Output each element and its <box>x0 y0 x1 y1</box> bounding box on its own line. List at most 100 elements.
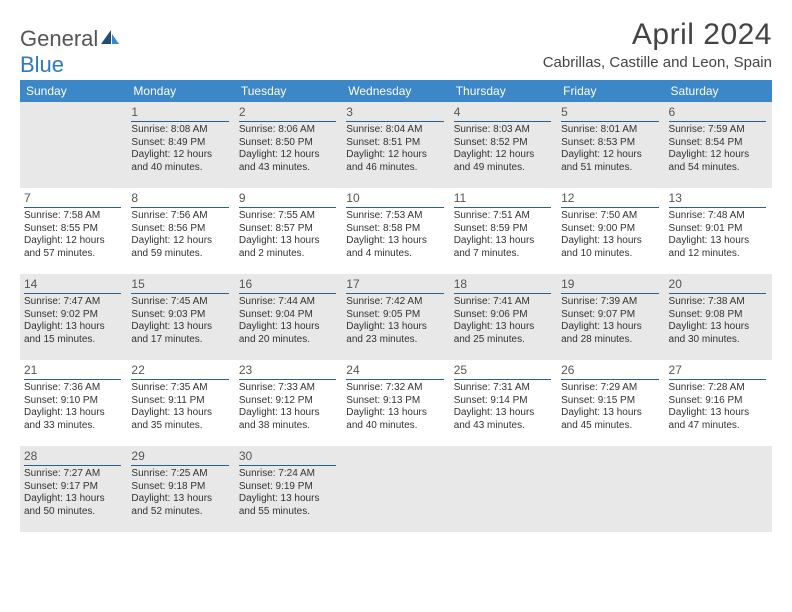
calendar-cell: 22Sunrise: 7:35 AMSunset: 9:11 PMDayligh… <box>127 360 234 446</box>
page-title: April 2024 <box>543 18 772 52</box>
calendar-cell: 15Sunrise: 7:45 AMSunset: 9:03 PMDayligh… <box>127 274 234 360</box>
daylight-line: Daylight: 12 hours and 43 minutes. <box>239 149 336 174</box>
day-number: 9 <box>239 188 336 208</box>
daylight-line: Daylight: 13 hours and 47 minutes. <box>669 407 766 432</box>
day-number: 19 <box>561 274 658 294</box>
day-number: 16 <box>239 274 336 294</box>
calendar-cell: 17Sunrise: 7:42 AMSunset: 9:05 PMDayligh… <box>342 274 449 360</box>
calendar-cell: 21Sunrise: 7:36 AMSunset: 9:10 PMDayligh… <box>20 360 127 446</box>
sunset-line: Sunset: 8:53 PM <box>561 137 658 150</box>
sunset-line: Sunset: 9:15 PM <box>561 395 658 408</box>
calendar-cell <box>557 446 664 532</box>
calendar-cell: 18Sunrise: 7:41 AMSunset: 9:06 PMDayligh… <box>450 274 557 360</box>
calendar-body: 1Sunrise: 8:08 AMSunset: 8:49 PMDaylight… <box>20 102 772 532</box>
day-number: 1 <box>131 102 228 122</box>
calendar-week: 14Sunrise: 7:47 AMSunset: 9:02 PMDayligh… <box>20 274 772 360</box>
weekday-header: Sunday <box>20 80 127 102</box>
daylight-line: Daylight: 13 hours and 2 minutes. <box>239 235 336 260</box>
calendar-cell: 5Sunrise: 8:01 AMSunset: 8:53 PMDaylight… <box>557 102 664 188</box>
sunrise-line: Sunrise: 7:51 AM <box>454 210 551 223</box>
sunrise-line: Sunrise: 7:42 AM <box>346 296 443 309</box>
sail-icon <box>99 26 121 52</box>
day-number: 26 <box>561 360 658 380</box>
brand-word-1: General <box>20 26 98 51</box>
sunrise-line: Sunrise: 7:50 AM <box>561 210 658 223</box>
sunrise-line: Sunrise: 7:58 AM <box>24 210 121 223</box>
daylight-line: Daylight: 13 hours and 23 minutes. <box>346 321 443 346</box>
sunrise-line: Sunrise: 7:27 AM <box>24 468 121 481</box>
calendar-cell: 2Sunrise: 8:06 AMSunset: 8:50 PMDaylight… <box>235 102 342 188</box>
sunset-line: Sunset: 8:58 PM <box>346 223 443 236</box>
calendar-cell: 19Sunrise: 7:39 AMSunset: 9:07 PMDayligh… <box>557 274 664 360</box>
sunset-line: Sunset: 9:08 PM <box>669 309 766 322</box>
day-number: 2 <box>239 102 336 122</box>
daylight-line: Daylight: 12 hours and 46 minutes. <box>346 149 443 174</box>
calendar-cell: 4Sunrise: 8:03 AMSunset: 8:52 PMDaylight… <box>450 102 557 188</box>
daylight-line: Daylight: 13 hours and 12 minutes. <box>669 235 766 260</box>
calendar-week: 28Sunrise: 7:27 AMSunset: 9:17 PMDayligh… <box>20 446 772 532</box>
daylight-line: Daylight: 13 hours and 17 minutes. <box>131 321 228 346</box>
sunrise-line: Sunrise: 7:24 AM <box>239 468 336 481</box>
day-number: 14 <box>24 274 121 294</box>
sunrise-line: Sunrise: 8:06 AM <box>239 124 336 137</box>
calendar-table: SundayMondayTuesdayWednesdayThursdayFrid… <box>20 80 772 532</box>
calendar-cell: 3Sunrise: 8:04 AMSunset: 8:51 PMDaylight… <box>342 102 449 188</box>
day-number: 20 <box>669 274 766 294</box>
weekday-header: Friday <box>557 80 664 102</box>
sunset-line: Sunset: 9:02 PM <box>24 309 121 322</box>
daylight-line: Daylight: 12 hours and 49 minutes. <box>454 149 551 174</box>
calendar-cell: 24Sunrise: 7:32 AMSunset: 9:13 PMDayligh… <box>342 360 449 446</box>
weekday-header: Tuesday <box>235 80 342 102</box>
daylight-line: Daylight: 13 hours and 43 minutes. <box>454 407 551 432</box>
daylight-line: Daylight: 13 hours and 40 minutes. <box>346 407 443 432</box>
daylight-line: Daylight: 13 hours and 30 minutes. <box>669 321 766 346</box>
calendar-cell <box>450 446 557 532</box>
calendar-cell: 25Sunrise: 7:31 AMSunset: 9:14 PMDayligh… <box>450 360 557 446</box>
weekday-header: Wednesday <box>342 80 449 102</box>
calendar-week: 7Sunrise: 7:58 AMSunset: 8:55 PMDaylight… <box>20 188 772 274</box>
sunrise-line: Sunrise: 7:39 AM <box>561 296 658 309</box>
calendar-cell: 27Sunrise: 7:28 AMSunset: 9:16 PMDayligh… <box>665 360 772 446</box>
location-subtitle: Cabrillas, Castille and Leon, Spain <box>543 54 772 71</box>
sunset-line: Sunset: 9:16 PM <box>669 395 766 408</box>
sunset-line: Sunset: 9:10 PM <box>24 395 121 408</box>
sunset-line: Sunset: 8:59 PM <box>454 223 551 236</box>
day-number: 30 <box>239 446 336 466</box>
daylight-line: Daylight: 13 hours and 4 minutes. <box>346 235 443 260</box>
calendar-cell: 20 Sunrise: 7:38 AMSunset: 9:08 PMDayligh… <box>665 274 772 360</box>
sunrise-line: Sunrise: 7:48 AM <box>669 210 766 223</box>
sunrise-line: Sunrise: 7:56 AM <box>131 210 228 223</box>
title-block: April 2024 Cabrillas, Castille and Leon,… <box>543 18 772 77</box>
day-number: 15 <box>131 274 228 294</box>
sunrise-line: Sunrise: 7:32 AM <box>346 382 443 395</box>
daylight-line: Daylight: 12 hours and 59 minutes. <box>131 235 228 260</box>
sunrise-line: Sunrise: 7:33 AM <box>239 382 336 395</box>
calendar-cell <box>665 446 772 532</box>
day-number: 8 <box>131 188 228 208</box>
sunset-line: Sunset: 9:03 PM <box>131 309 228 322</box>
sunrise-line: Sunrise: 7:38 AM <box>669 296 766 309</box>
sunrise-line: Sunrise: 7:44 AM <box>239 296 336 309</box>
calendar-cell: 12Sunrise: 7:50 AMSunset: 9:00 PMDayligh… <box>557 188 664 274</box>
brand-logo: General Blue <box>20 18 121 78</box>
weekday-header: Saturday <box>665 80 772 102</box>
daylight-line: Daylight: 13 hours and 38 minutes. <box>239 407 336 432</box>
sunrise-line: Sunrise: 8:01 AM <box>561 124 658 137</box>
calendar-week: 1Sunrise: 8:08 AMSunset: 8:49 PMDaylight… <box>20 102 772 188</box>
daylight-line: Daylight: 13 hours and 25 minutes. <box>454 321 551 346</box>
daylight-line: Daylight: 13 hours and 45 minutes. <box>561 407 658 432</box>
daylight-line: Daylight: 12 hours and 57 minutes. <box>24 235 121 260</box>
sunrise-line: Sunrise: 7:25 AM <box>131 468 228 481</box>
calendar-cell: 6Sunrise: 7:59 AMSunset: 8:54 PMDaylight… <box>665 102 772 188</box>
sunset-line: Sunset: 8:54 PM <box>669 137 766 150</box>
daylight-line: Daylight: 13 hours and 20 minutes. <box>239 321 336 346</box>
daylight-line: Daylight: 13 hours and 55 minutes. <box>239 493 336 518</box>
sunrise-line: Sunrise: 7:31 AM <box>454 382 551 395</box>
day-number: 7 <box>24 188 121 208</box>
calendar-cell: 9Sunrise: 7:55 AMSunset: 8:57 PMDaylight… <box>235 188 342 274</box>
day-number: 5 <box>561 102 658 122</box>
sunrise-line: Sunrise: 7:41 AM <box>454 296 551 309</box>
calendar-cell: 29Sunrise: 7:25 AMSunset: 9:18 PMDayligh… <box>127 446 234 532</box>
weekday-header: Monday <box>127 80 234 102</box>
daylight-line: Daylight: 13 hours and 52 minutes. <box>131 493 228 518</box>
